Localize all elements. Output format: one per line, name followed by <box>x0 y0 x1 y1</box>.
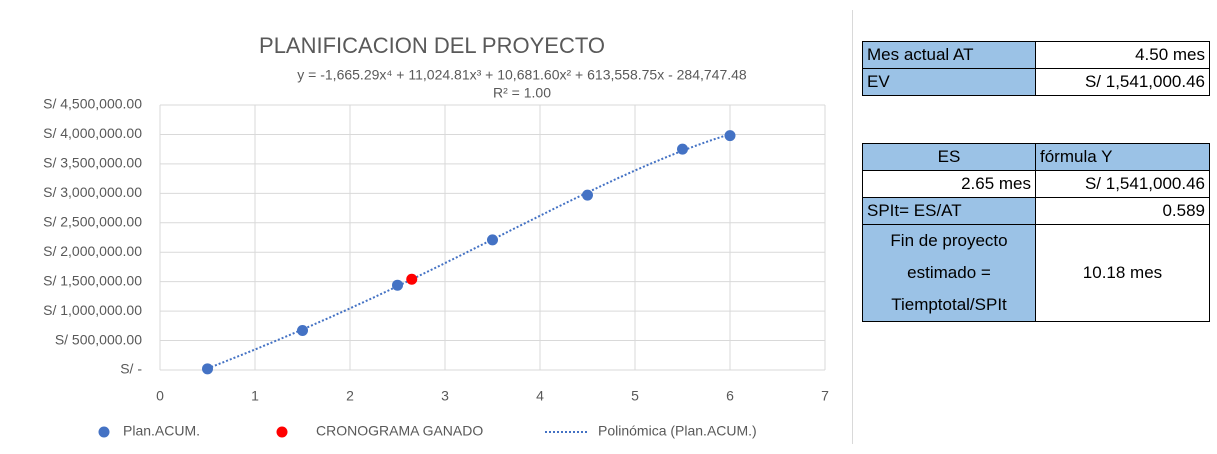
trend-equation: y = -1,665.29x⁴ + 11,024.81x³ + 10,681.6… <box>297 67 747 83</box>
chart: PLANIFICACION DEL PROYECTO y = -1,665.29… <box>43 33 829 439</box>
legend-label: Polinómica (Plan.ACUM.) <box>598 423 757 439</box>
cell: ES <box>862 143 1036 171</box>
y-tick-label: S/ 500,000.00 <box>55 331 142 347</box>
cell: 0.589 <box>1035 197 1210 225</box>
x-tick-label: 3 <box>441 388 449 404</box>
x-tick-label: 1 <box>251 388 259 404</box>
y-tick-label: S/ 2,000,000.00 <box>43 243 142 259</box>
y-tick-label: S/ 2,500,000.00 <box>43 213 142 229</box>
legend-label: Plan.ACUM. <box>123 423 200 439</box>
point <box>202 363 213 375</box>
table-schedule: ES fórmula Y 2.65 mes S/ 1,541,000.46 SPIt… <box>862 143 1210 322</box>
cell: 2.65 mes <box>862 170 1036 198</box>
y-tick-label: S/ - <box>120 361 142 377</box>
legend-swatch <box>98 426 110 438</box>
point <box>406 273 418 285</box>
y-tick-label: S/ 4,000,000.00 <box>43 125 142 141</box>
x-tick-label: 2 <box>346 388 354 404</box>
cell: Fin de proyecto estimado = Tiemptotal/SP… <box>862 224 1036 322</box>
point <box>297 325 308 337</box>
cell: Mes actual AT <box>862 41 1036 69</box>
table-status: Mes actual AT 4.50 mes EV S/ 1,541,000.46 <box>862 41 1210 96</box>
cell: fórmula Y <box>1035 143 1210 171</box>
cell: 10.18 mes <box>1035 224 1210 322</box>
x-tick-label: 6 <box>726 388 734 404</box>
separator <box>852 10 853 444</box>
y-tick-label: S/ 1,500,000.00 <box>43 272 142 288</box>
trendline <box>207 133 731 370</box>
cell: EV <box>862 68 1036 96</box>
y-tick-label: S/ 3,500,000.00 <box>43 155 142 171</box>
r-squared: R² = 1.00 <box>493 85 551 101</box>
cell: S/ 1,541,000.46 <box>1035 68 1210 96</box>
point <box>677 143 688 155</box>
chart-title: PLANIFICACION DEL PROYECTO <box>259 33 605 58</box>
y-tick-label: S/ 3,000,000.00 <box>43 184 142 200</box>
cell: 4.50 mes <box>1035 41 1210 69</box>
x-tick-label: 7 <box>821 388 829 404</box>
x-tick-label: 4 <box>536 388 544 404</box>
x-tick-label: 0 <box>156 388 164 404</box>
x-tick-label: 5 <box>631 388 639 404</box>
legend-swatch <box>276 426 288 438</box>
point <box>487 234 498 246</box>
point <box>582 189 593 201</box>
y-tick-label: S/ 4,500,000.00 <box>43 96 142 112</box>
cell: SPIt= ES/AT <box>862 197 1036 225</box>
point <box>392 279 403 291</box>
y-tick-label: S/ 1,000,000.00 <box>43 302 142 318</box>
cell: S/ 1,541,000.46 <box>1035 170 1210 198</box>
legend-label: CRONOGRAMA GANADO <box>316 423 483 439</box>
point <box>724 130 736 142</box>
